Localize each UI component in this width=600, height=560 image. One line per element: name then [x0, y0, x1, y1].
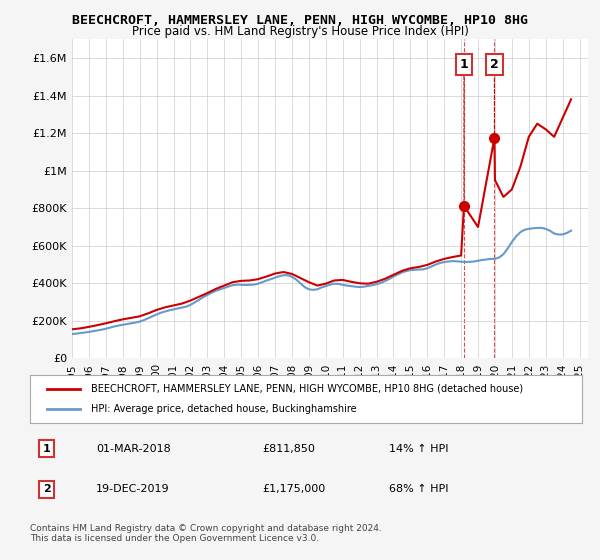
Text: Price paid vs. HM Land Registry's House Price Index (HPI): Price paid vs. HM Land Registry's House …	[131, 25, 469, 38]
Text: 1: 1	[43, 444, 50, 454]
Text: 14% ↑ HPI: 14% ↑ HPI	[389, 444, 448, 454]
Text: 19-DEC-2019: 19-DEC-2019	[96, 484, 170, 494]
Text: Contains HM Land Registry data © Crown copyright and database right 2024.
This d: Contains HM Land Registry data © Crown c…	[30, 524, 382, 543]
Text: BEECHCROFT, HAMMERSLEY LANE, PENN, HIGH WYCOMBE, HP10 8HG: BEECHCROFT, HAMMERSLEY LANE, PENN, HIGH …	[72, 14, 528, 27]
Text: 2: 2	[490, 58, 499, 71]
Text: 68% ↑ HPI: 68% ↑ HPI	[389, 484, 448, 494]
Text: BEECHCROFT, HAMMERSLEY LANE, PENN, HIGH WYCOMBE, HP10 8HG (detached house): BEECHCROFT, HAMMERSLEY LANE, PENN, HIGH …	[91, 384, 523, 394]
Text: 2: 2	[43, 484, 50, 494]
Text: 1: 1	[460, 58, 469, 71]
Text: 01-MAR-2018: 01-MAR-2018	[96, 444, 171, 454]
Text: £1,175,000: £1,175,000	[262, 484, 325, 494]
Text: £811,850: £811,850	[262, 444, 315, 454]
Text: HPI: Average price, detached house, Buckinghamshire: HPI: Average price, detached house, Buck…	[91, 404, 356, 414]
